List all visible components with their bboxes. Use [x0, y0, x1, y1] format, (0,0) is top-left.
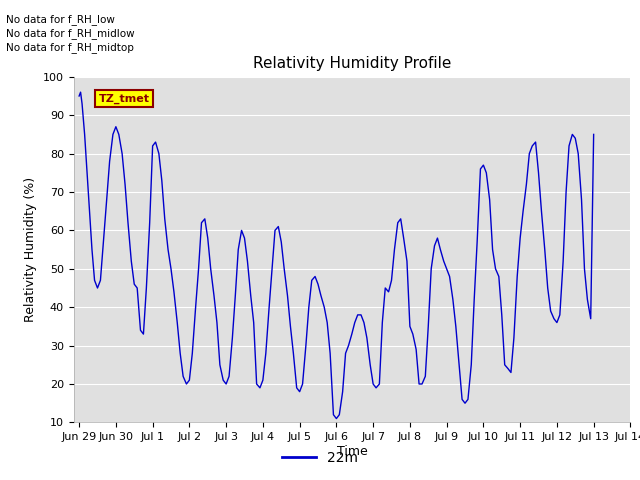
- X-axis label: Time: Time: [337, 445, 367, 458]
- Legend: 22m: 22m: [276, 445, 364, 471]
- Text: No data for f_RH_midlow: No data for f_RH_midlow: [6, 28, 135, 39]
- Title: Relativity Humidity Profile: Relativity Humidity Profile: [253, 57, 451, 72]
- Text: No data for f_RH_midtop: No data for f_RH_midtop: [6, 42, 134, 53]
- Y-axis label: Relativity Humidity (%): Relativity Humidity (%): [24, 177, 37, 322]
- Text: No data for f_RH_low: No data for f_RH_low: [6, 13, 115, 24]
- Text: TZ_tmet: TZ_tmet: [99, 94, 150, 104]
